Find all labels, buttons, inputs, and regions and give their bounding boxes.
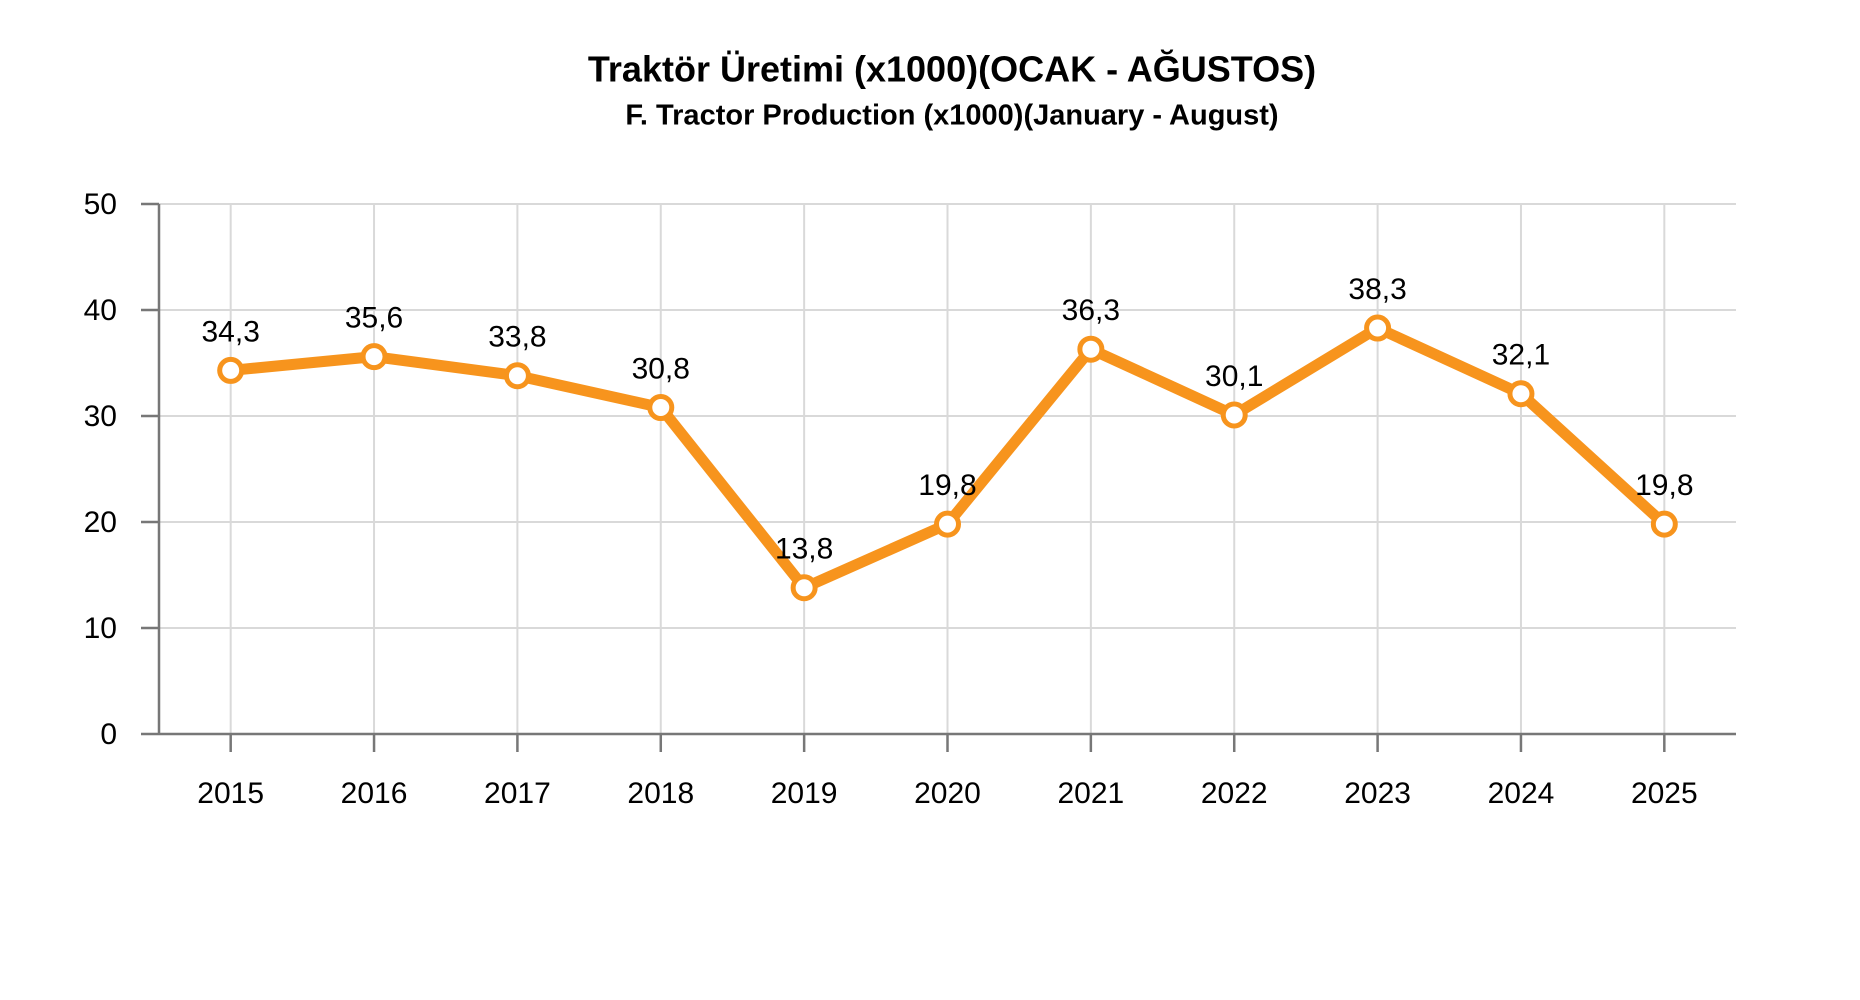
chart-subtitle: F. Tractor Production (x1000)(January - … [625,100,1278,132]
y-tick-label: 40 [84,294,117,327]
data-point [790,574,818,602]
data-point [360,343,388,371]
value-label: 33,8 [488,321,546,354]
value-label: 38,3 [1348,273,1406,306]
value-label: 19,8 [1635,469,1693,502]
value-label: 32,1 [1492,339,1550,372]
x-tick-label: 2024 [1488,777,1555,810]
data-point [503,362,531,390]
y-tick-label: 50 [84,188,117,221]
x-tick-label: 2015 [197,777,264,810]
y-tick-label: 10 [84,612,117,645]
x-tick-label: 2023 [1344,777,1411,810]
data-point [934,510,961,538]
value-label: 34,3 [201,315,259,348]
data-point [647,394,675,422]
y-tick-label: 30 [84,400,117,433]
x-tick-label: 2020 [914,777,981,810]
chart-title: Traktör Üretimi (x1000)(OCAK - AĞUSTOS) [588,49,1316,90]
data-point [1077,335,1105,363]
x-tick-label: 2021 [1057,777,1124,810]
data-point [1650,510,1678,538]
value-label: 30,8 [632,352,690,385]
data-point [1220,401,1248,429]
data-point [217,356,245,384]
x-tick-label: 2019 [771,777,838,810]
x-tick-label: 2017 [484,777,551,810]
y-tick-label: 0 [100,718,117,751]
x-tick-label: 2025 [1631,777,1698,810]
value-label: 35,6 [345,302,403,335]
x-tick-label: 2022 [1201,777,1268,810]
value-label: 36,3 [1062,294,1120,327]
value-label: 19,8 [918,469,976,502]
y-tick-label: 20 [84,506,117,539]
value-label: 30,1 [1205,360,1263,393]
value-label: 13,8 [775,533,833,566]
data-point [1364,314,1392,342]
data-point [1507,380,1535,408]
x-tick-label: 2016 [341,777,408,810]
x-tick-label: 2018 [627,777,694,810]
